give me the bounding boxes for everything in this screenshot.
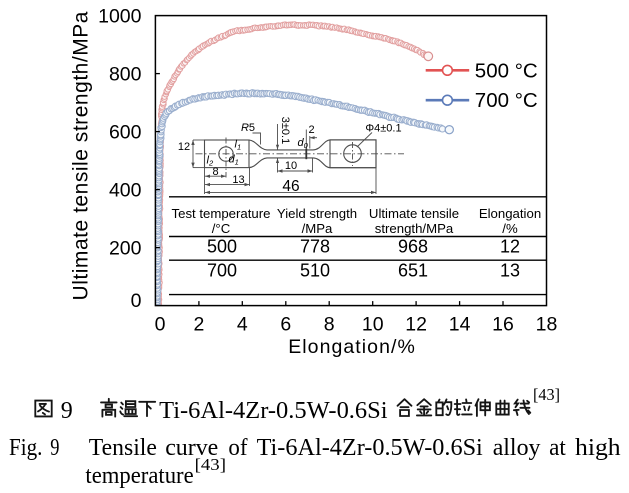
svg-text:778: 778 <box>300 237 330 257</box>
svg-text:Ti-6Al-4Zr-0.5W-0.6Si: Ti-6Al-4Zr-0.5W-0.6Si <box>257 435 484 461</box>
svg-text:at: at <box>549 435 566 461</box>
svg-text:8: 8 <box>324 314 335 336</box>
svg-text:400: 400 <box>109 180 142 202</box>
svg-text:800: 800 <box>109 64 142 86</box>
svg-text:10: 10 <box>285 160 297 172</box>
svg-text:510: 510 <box>300 261 330 281</box>
svg-text:18: 18 <box>536 314 558 336</box>
svg-text:Ti-6Al-4Zr-0.5W-0.6Si: Ti-6Al-4Zr-0.5W-0.6Si <box>159 398 388 424</box>
svg-text:2: 2 <box>308 124 314 136</box>
svg-text:13: 13 <box>232 174 244 186</box>
svg-text:3±0.1: 3±0.1 <box>279 117 291 144</box>
svg-text:alloy: alloy <box>493 435 541 461</box>
svg-text:Ultimate tensile: Ultimate tensile <box>369 206 459 221</box>
svg-text:9: 9 <box>61 398 73 424</box>
svg-text:500 °C: 500 °C <box>475 59 538 82</box>
svg-text:1000: 1000 <box>98 6 142 28</box>
svg-text:9: 9 <box>50 435 59 461</box>
svg-text:12: 12 <box>405 314 427 336</box>
svg-text:Φ4±0.1: Φ4±0.1 <box>365 123 401 135</box>
svg-text:46: 46 <box>282 178 299 195</box>
svg-text:968: 968 <box>398 237 428 257</box>
svg-text:/MPa: /MPa <box>302 221 333 236</box>
svg-text:of: of <box>228 435 247 461</box>
svg-text:[43]: [43] <box>195 455 226 474</box>
svg-text:8: 8 <box>212 166 218 178</box>
svg-text:200: 200 <box>109 238 142 260</box>
svg-text:d0: d0 <box>298 137 309 150</box>
svg-text:600: 600 <box>109 122 142 144</box>
svg-text:Elongation/%: Elongation/% <box>288 336 415 358</box>
svg-text:Elongation: Elongation <box>479 206 541 221</box>
svg-text:l2: l2 <box>207 155 214 168</box>
svg-text:16: 16 <box>492 314 514 336</box>
svg-text:700 °C: 700 °C <box>475 89 538 112</box>
svg-text:/%: /% <box>502 221 518 236</box>
svg-text:12: 12 <box>500 237 520 257</box>
svg-text:temperature: temperature <box>85 463 193 489</box>
svg-text:13: 13 <box>500 261 520 281</box>
svg-text:strength/MPa: strength/MPa <box>375 221 454 236</box>
svg-text:[43]: [43] <box>533 385 560 404</box>
svg-text:10: 10 <box>362 314 384 336</box>
svg-text:curve: curve <box>165 435 218 461</box>
svg-text:R5: R5 <box>241 122 255 134</box>
svg-text:500: 500 <box>207 237 237 257</box>
svg-text:6: 6 <box>280 314 291 336</box>
svg-text:d1: d1 <box>229 154 239 167</box>
svg-text:700: 700 <box>207 261 237 281</box>
svg-text:4: 4 <box>237 314 248 336</box>
svg-text:Tensile: Tensile <box>89 435 157 461</box>
svg-text:0: 0 <box>155 314 166 336</box>
svg-text:/°C: /°C <box>212 221 231 236</box>
svg-text:Yield strength: Yield strength <box>277 206 357 221</box>
svg-text:Fig.: Fig. <box>9 435 42 461</box>
svg-text:2: 2 <box>193 314 204 336</box>
svg-text:l1: l1 <box>235 139 242 152</box>
svg-text:Ultimate tensile strength/MPa: Ultimate tensile strength/MPa <box>70 11 93 300</box>
svg-text:high: high <box>575 435 621 461</box>
svg-text:Test temperature: Test temperature <box>172 206 271 221</box>
svg-text:14: 14 <box>449 314 471 336</box>
svg-text:12: 12 <box>178 141 190 153</box>
svg-text:0: 0 <box>131 290 142 312</box>
svg-text:651: 651 <box>398 261 428 281</box>
